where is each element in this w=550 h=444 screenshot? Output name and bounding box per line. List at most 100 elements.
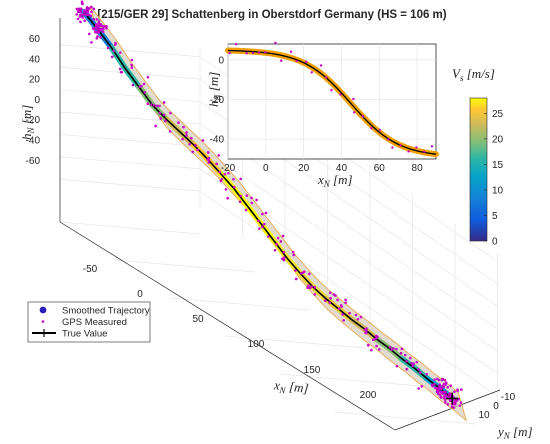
gps-point [341, 313, 344, 316]
gps-point [370, 348, 373, 352]
gps-point [433, 378, 436, 381]
gps-point [101, 30, 105, 34]
gps-point [97, 21, 101, 25]
gps-point [207, 159, 211, 162]
floor-grid-line [114, 259, 256, 273]
gps-point [95, 18, 99, 21]
gps-point [194, 143, 197, 147]
gps-point [417, 368, 420, 371]
gps-point [91, 27, 95, 30]
gps-point [417, 387, 420, 390]
gps-point [273, 248, 277, 252]
inset-x-tick-label: 60 [374, 163, 386, 174]
gps-point [264, 211, 268, 215]
gps-point [308, 272, 311, 276]
gps-point [395, 364, 399, 368]
z-tick-label: 40 [29, 54, 41, 65]
gps-point [97, 28, 101, 31]
gps-point [356, 317, 360, 321]
gps-point [162, 113, 166, 117]
gps-point [444, 381, 448, 384]
gps-point [182, 125, 185, 129]
gps-point [261, 212, 264, 216]
gps-point [76, 17, 80, 21]
inset-gps-point [352, 111, 356, 114]
inset-gps-point [264, 51, 267, 54]
inset-gps-point [258, 51, 261, 54]
gps-point [106, 46, 110, 50]
inset-gps-point [280, 59, 283, 62]
gps-point [425, 372, 429, 376]
gps-point [328, 301, 331, 304]
z-tick-label: -20 [26, 115, 41, 126]
x-tick-label: 100 [248, 339, 265, 350]
inset-gps-point [274, 41, 277, 45]
colorbar-tick-label: 5 [492, 211, 498, 222]
gps-point [388, 346, 392, 349]
gps-point [97, 31, 101, 34]
gps-point [440, 386, 444, 390]
gps-point [282, 258, 286, 262]
inset-x-tick-label: 0 [263, 163, 269, 174]
gps-point [75, 13, 79, 16]
gps-point [348, 311, 351, 315]
gps-point [446, 385, 450, 389]
gps-point [164, 119, 167, 123]
gps-point [83, 10, 87, 13]
inset-gps-point [295, 59, 298, 63]
gps-point [87, 32, 91, 36]
inset-gps-point [407, 150, 410, 153]
gps-point [364, 331, 368, 335]
gps-point [456, 389, 459, 393]
gps-point [431, 384, 434, 388]
gps-point [267, 235, 270, 238]
gps-point [344, 298, 347, 302]
gps-point [189, 136, 193, 140]
x-tick-label: 200 [360, 390, 377, 401]
inset-gps-point [423, 150, 426, 153]
gps-point [239, 177, 242, 181]
gps-point [223, 172, 227, 176]
gps-point [448, 399, 452, 403]
gps-point [306, 286, 309, 290]
gps-point [294, 269, 297, 272]
gps-point [215, 162, 218, 166]
inset-y-tick-label: -40 [210, 135, 225, 146]
inset-y-tick-label: -20 [210, 95, 225, 106]
gps-point [93, 27, 97, 30]
colorbar: 25 20 15 10 5 0 Vs [m/s] [452, 66, 504, 248]
gps-point [232, 177, 235, 181]
gps-point [130, 66, 134, 69]
inset-gps-point [391, 146, 394, 149]
colorbar-tick-label: 20 [492, 134, 504, 145]
inset-gps-point [386, 138, 390, 141]
colorbar-tick-label: 10 [492, 185, 504, 196]
gps-point [169, 111, 172, 115]
gps-point [438, 393, 441, 396]
gps-point [177, 121, 180, 124]
z-grid-line [59, 44, 201, 58]
gps-point [342, 319, 345, 322]
gps-point [244, 208, 248, 212]
floor-grid-line [224, 335, 366, 349]
inset-gps-point [415, 146, 418, 149]
gps-point [238, 200, 242, 204]
gps-point [282, 256, 286, 259]
x-axis-label: xN [m] [272, 377, 309, 398]
gps-point [440, 378, 444, 382]
gps-point [400, 347, 404, 351]
gps-point [86, 8, 90, 12]
gps-point [162, 101, 166, 104]
z-tick-label: 0 [34, 95, 40, 106]
inset-gps-point [234, 43, 238, 46]
gps-point [118, 51, 122, 54]
gps-point [146, 102, 150, 106]
gps-point [258, 227, 261, 230]
colorbar-tick-label: 25 [492, 109, 504, 120]
gps-point [419, 371, 422, 374]
gps-point [437, 378, 441, 382]
inset-gps-point [228, 51, 231, 55]
gps-point [79, 7, 83, 11]
